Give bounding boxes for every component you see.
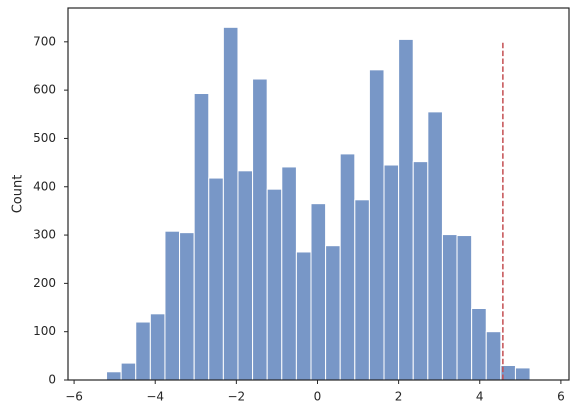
- y-axis-label: Count: [11, 175, 26, 214]
- bar: [441, 234, 458, 381]
- bar: [106, 371, 122, 381]
- bar: [383, 164, 400, 381]
- bar: [368, 69, 385, 381]
- bar: [149, 313, 166, 381]
- bar: [310, 203, 327, 381]
- bar: [339, 153, 356, 381]
- y-tick-label: 300: [33, 228, 56, 242]
- y-tick-label: 100: [33, 324, 56, 338]
- bar: [237, 170, 254, 381]
- x-tick-label: 0: [314, 390, 322, 404]
- x-tick-label: −6: [65, 390, 83, 404]
- bar: [514, 367, 531, 381]
- bar: [252, 78, 268, 381]
- bar: [354, 199, 370, 381]
- bar: [456, 235, 473, 381]
- x-tick-label: 2: [395, 390, 403, 404]
- bar: [281, 166, 297, 381]
- y-tick-label: 0: [48, 373, 56, 387]
- bar: [471, 307, 487, 381]
- y-tick-label: 700: [33, 34, 56, 48]
- bar: [295, 251, 312, 381]
- bar: [427, 111, 443, 381]
- bar: [485, 331, 502, 381]
- bar: [193, 93, 210, 381]
- y-tick-label: 600: [33, 83, 56, 97]
- plot-frame: [67, 7, 570, 381]
- x-tick-label: 4: [476, 390, 484, 404]
- bar: [325, 245, 341, 381]
- bar: [222, 26, 239, 381]
- x-tick-label: 6: [557, 390, 565, 404]
- x-tick-label: −4: [146, 390, 164, 404]
- x-tick-label: −2: [228, 390, 246, 404]
- bar: [398, 38, 414, 381]
- y-tick-label: 500: [33, 131, 56, 145]
- bar: [135, 321, 151, 381]
- y-tick-label: 200: [33, 276, 56, 290]
- bar: [120, 362, 137, 381]
- bar: [164, 230, 181, 381]
- bar: [208, 177, 224, 381]
- bar: [179, 232, 195, 381]
- bar: [266, 188, 283, 381]
- bar: [412, 161, 429, 381]
- y-tick-label: 400: [33, 179, 56, 193]
